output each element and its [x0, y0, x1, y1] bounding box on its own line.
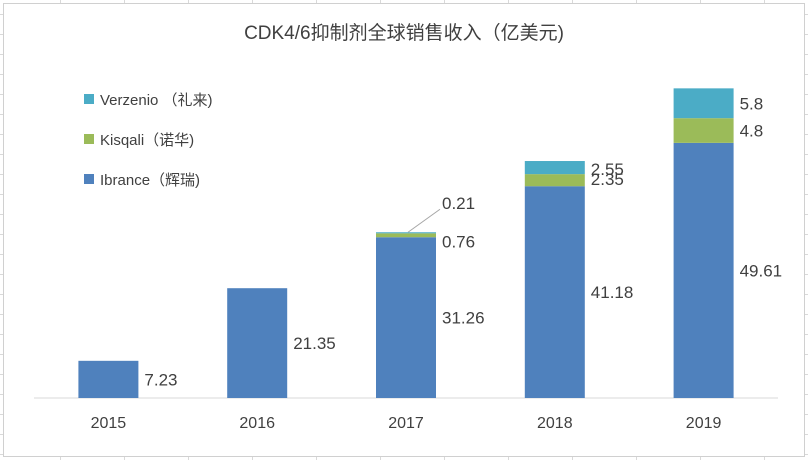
legend-label-2: Ibrance（辉瑞) — [100, 172, 200, 189]
chart-title: CDK4/6抑制剂全球销售收入（亿美元) — [244, 23, 564, 44]
data-label-2017-1: 0.76 — [442, 232, 475, 251]
x-tick-label-2016: 2016 — [239, 415, 275, 432]
bar-ibrance-2016 — [227, 288, 288, 398]
data-label-2016-0: 21.35 — [293, 334, 336, 353]
bar-ibrance-2018 — [524, 186, 585, 398]
bar-verzenio-2019 — [673, 88, 734, 119]
data-label-2018-1: 2.35 — [591, 170, 624, 189]
x-tick-label-2019: 2019 — [686, 415, 722, 432]
data-label-2018-0: 41.18 — [591, 283, 634, 302]
x-tick-label-2017: 2017 — [388, 415, 424, 432]
bar-ibrance-2015 — [78, 360, 139, 398]
legend-label-0: Verzenio （礼来) — [100, 92, 213, 109]
leader-line-2017 — [407, 208, 441, 233]
data-label-2017-2: 0.21 — [442, 194, 475, 213]
bar-kisqali-2019 — [673, 118, 734, 143]
bar-ibrance-2019 — [673, 142, 734, 398]
data-label-2018-2: 2.55 — [591, 160, 624, 179]
bar-verzenio-2017 — [376, 232, 436, 234]
bar-kisqali-2018 — [524, 174, 585, 187]
x-tick-label-2015: 2015 — [91, 415, 127, 432]
data-label-2017-0: 31.26 — [442, 309, 485, 328]
data-label-2019-0: 49.61 — [740, 261, 783, 280]
bar-kisqali-2017 — [376, 233, 436, 238]
bar-ibrance-2017 — [376, 237, 436, 398]
legend-swatch-1 — [84, 134, 94, 144]
legend-label-1: Kisqali（诺华) — [100, 132, 194, 149]
data-label-2015-0: 7.23 — [144, 370, 177, 389]
legend-swatch-2 — [84, 174, 94, 184]
bar-verzenio-2018 — [524, 161, 585, 175]
x-tick-label-2018: 2018 — [537, 415, 573, 432]
data-label-2019-1: 4.8 — [740, 122, 764, 141]
legend-swatch-0 — [84, 94, 94, 104]
data-label-2019-2: 5.8 — [740, 94, 764, 113]
